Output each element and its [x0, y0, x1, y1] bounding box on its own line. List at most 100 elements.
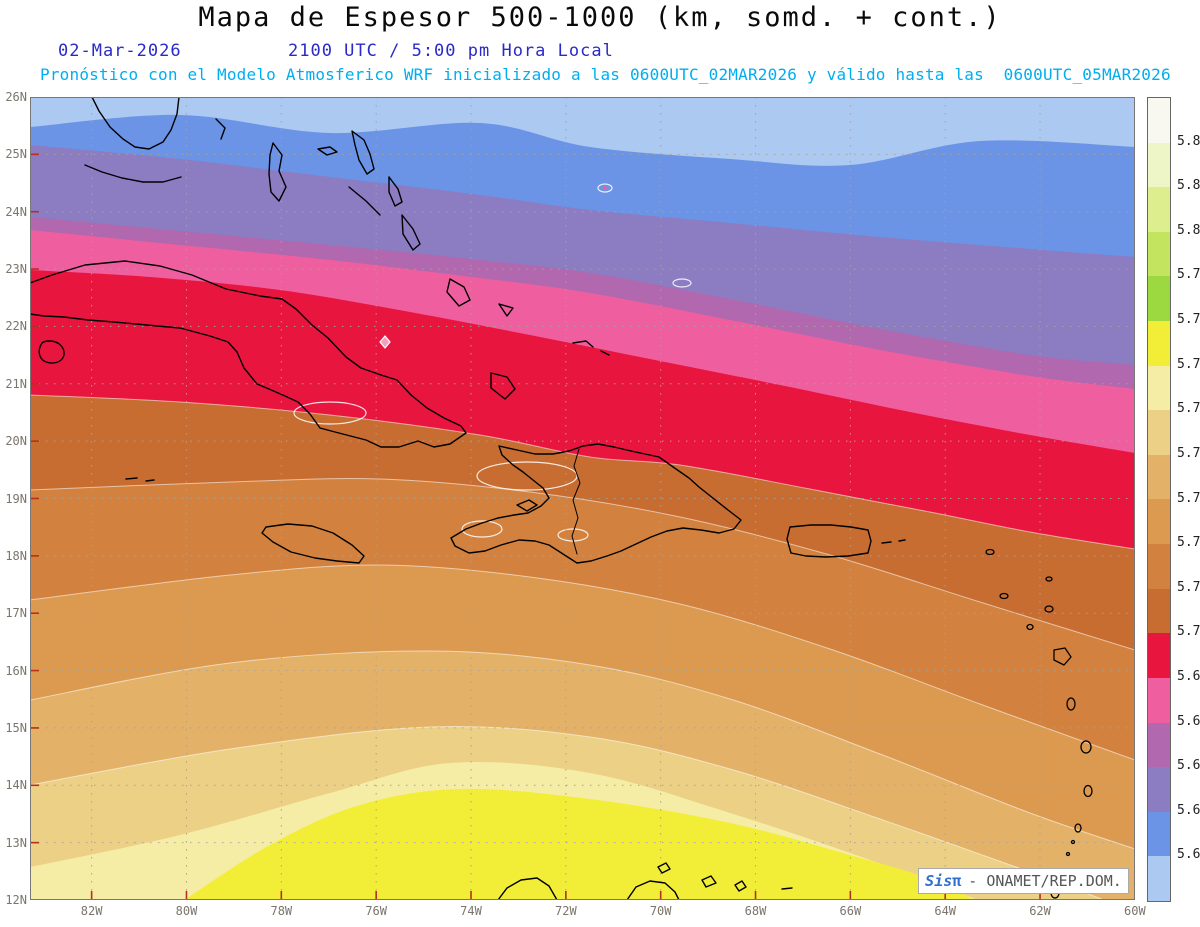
coastline-south-america — [497, 862, 793, 900]
coastline-florida — [91, 97, 180, 150]
island-outline — [1053, 647, 1072, 666]
lon-label: 68W — [744, 904, 767, 918]
watermark-org: - ONAMET/REP.DOM. — [968, 872, 1122, 890]
colorbar-label: 5.819 — [1177, 178, 1200, 194]
thickness-bands — [30, 97, 1135, 900]
contour-line — [30, 477, 1135, 651]
colorbar-label: 5.748 — [1177, 445, 1200, 461]
island-outline — [1044, 605, 1054, 613]
low-center-dot — [603, 186, 607, 190]
lat-label: 26N — [5, 90, 27, 104]
colorbar-segment — [1148, 365, 1170, 411]
island-outline — [215, 118, 226, 140]
colorbar-label: 5.664 — [1177, 758, 1200, 774]
forecast-date: 02-Mar-2026 — [58, 41, 182, 61]
island-outline — [268, 142, 287, 202]
colorbar-segment — [1148, 767, 1170, 812]
island-outline — [348, 186, 381, 216]
colorbar-segment — [1148, 722, 1170, 768]
island-outline — [701, 875, 717, 888]
lat-label: 25N — [5, 147, 27, 162]
lat-label: 16N — [5, 663, 27, 678]
coastline-guajira — [497, 877, 558, 900]
watermark-pi-symbol: π — [952, 872, 962, 890]
coastline-isla-juventud — [38, 340, 65, 364]
colorbar-segment — [1148, 231, 1170, 277]
colorbar-segment — [1148, 187, 1170, 232]
contour-line — [30, 394, 1135, 550]
colorbar-segment — [1148, 321, 1170, 366]
island-outline — [351, 130, 375, 175]
coastline-florida-keys — [84, 164, 182, 183]
lat-label: 21N — [5, 376, 27, 391]
island-outline — [1065, 851, 1071, 857]
colorbar-label: 5.724 — [1177, 535, 1200, 551]
island-outline — [734, 880, 747, 892]
coastline-cuba — [30, 260, 467, 448]
border-haiti-dr — [571, 448, 581, 555]
contour-line — [30, 650, 1135, 850]
colorbar-segment — [1148, 633, 1170, 678]
station-diamond-marker — [379, 335, 391, 349]
colorbar-segment — [1148, 410, 1170, 455]
island-outline — [498, 303, 514, 317]
contour-loops — [293, 183, 692, 542]
colorbar-segment — [1148, 276, 1170, 322]
colorbar-label: 5.64 — [1177, 847, 1200, 863]
page-title: Mapa de Espesor 500-1000 (km, somd. + co… — [198, 2, 1002, 33]
lat-label: 22N — [5, 319, 27, 334]
island-outline — [1066, 697, 1076, 711]
lon-label: 72W — [555, 904, 577, 918]
watermark: Sis π - ONAMET/REP.DOM. — [918, 868, 1129, 894]
contour-lines — [30, 394, 1135, 900]
lon-label: 82W — [80, 904, 103, 918]
lon-label: 78W — [270, 904, 293, 918]
lat-label: 13N — [5, 835, 27, 850]
colorbar — [1147, 97, 1171, 902]
contour-line — [30, 726, 1106, 900]
colorbar-segment — [1148, 677, 1170, 723]
colorbar-label: 5.688 — [1177, 668, 1200, 684]
colorbar-segment — [1148, 454, 1170, 500]
island-outline — [1045, 576, 1053, 582]
colorbar-segment — [1148, 811, 1170, 857]
island-outline — [572, 340, 610, 356]
colorbar-label: 5.712 — [1177, 579, 1200, 595]
lat-label: 18N — [5, 548, 27, 563]
colorbar-label: 5.736 — [1177, 490, 1200, 506]
island-outline — [1083, 784, 1093, 798]
island-outline — [317, 146, 338, 156]
lon-label: 60W — [1124, 904, 1146, 918]
coastline-gonave — [516, 499, 538, 512]
lon-label: 64W — [934, 904, 957, 918]
lat-label: 23N — [5, 262, 27, 277]
band-fill — [184, 788, 975, 900]
coastline-puerto-rico — [786, 524, 872, 558]
colorbar-label: 5.807 — [1177, 222, 1200, 238]
forecast-description: Pronóstico con el Modelo Atmosferico WRF… — [40, 65, 1171, 84]
lon-label: 74W — [460, 904, 482, 918]
lat-label: 15N — [5, 720, 27, 735]
colorbar-label: 5.676 — [1177, 713, 1200, 729]
contour-line — [30, 564, 1135, 761]
thickness-map — [30, 97, 1135, 900]
colorbar-segment — [1148, 856, 1170, 901]
lon-label: 62W — [1029, 904, 1051, 918]
colorbar-segment — [1148, 142, 1170, 188]
colorbar-label: 5.7 — [1177, 624, 1200, 640]
colorbar-label: 5.652 — [1177, 802, 1200, 818]
lat-label: 12N — [5, 893, 27, 907]
watermark-brand: Sis — [925, 872, 953, 890]
lat-label: 20N — [5, 434, 27, 449]
colorbar-label: 5.772 — [1177, 356, 1200, 372]
island-outline — [388, 176, 403, 207]
colorbar-label: 5.795 — [1177, 267, 1200, 283]
colorbar-segment — [1148, 544, 1170, 589]
lat-label: 14N — [5, 778, 27, 793]
coastline-paraguana — [626, 880, 680, 900]
colorbar-segment — [1148, 588, 1170, 634]
map-frame — [30, 97, 1135, 900]
grid-lines — [30, 97, 1135, 900]
colorbar-segment — [1148, 499, 1170, 545]
